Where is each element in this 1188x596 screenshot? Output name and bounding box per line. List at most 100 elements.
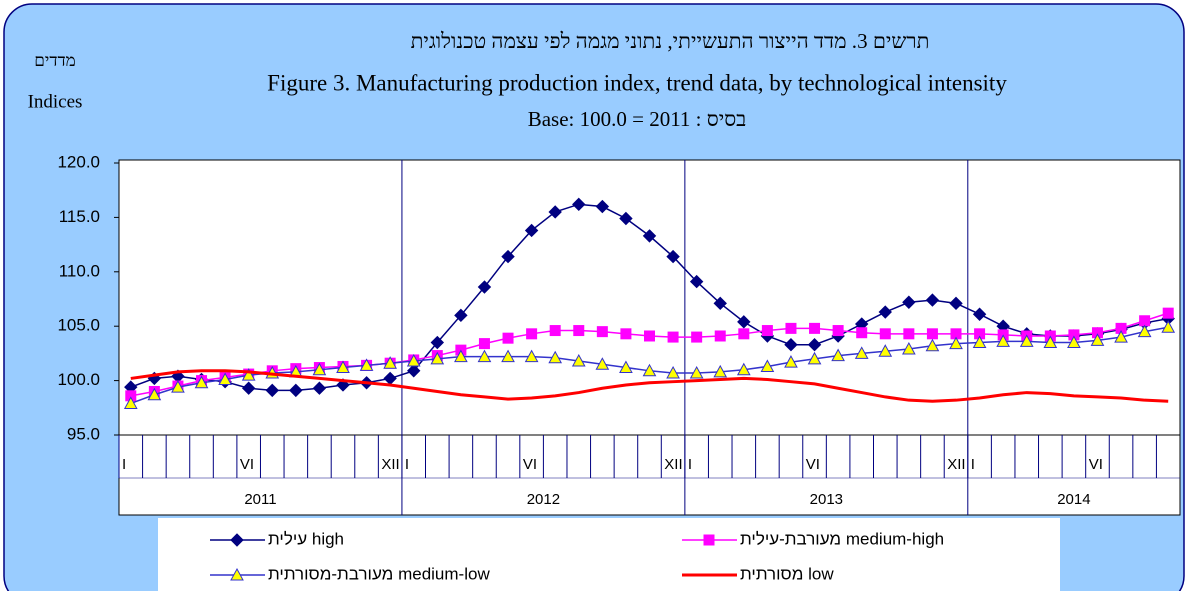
marker xyxy=(406,353,421,367)
y-axis-label-hebrew: מדדים xyxy=(34,51,76,70)
marker xyxy=(477,280,492,294)
marker xyxy=(1139,315,1151,327)
base-note: Base: 100.0 = 2011 : בסיס xyxy=(528,107,747,131)
x-tick-label: VI xyxy=(240,456,254,473)
marker xyxy=(524,349,539,363)
marker xyxy=(949,296,963,311)
legend-label: עילית high xyxy=(268,529,344,548)
marker xyxy=(666,249,680,264)
marker xyxy=(526,328,538,340)
marker xyxy=(549,325,561,337)
marker xyxy=(761,325,773,337)
marker xyxy=(925,338,940,352)
marker xyxy=(1161,320,1176,333)
marker xyxy=(123,396,138,409)
marker xyxy=(230,567,244,581)
marker xyxy=(572,197,586,212)
marker xyxy=(1043,335,1058,349)
y-tick-label: 110.0 xyxy=(59,261,100,280)
marker xyxy=(926,328,938,340)
marker xyxy=(1067,335,1081,349)
legend-label: מעורבת-עילית medium-high xyxy=(740,529,944,548)
marker xyxy=(241,381,256,395)
marker xyxy=(619,211,633,226)
marker xyxy=(241,368,256,381)
marker xyxy=(807,337,822,352)
marker xyxy=(738,328,750,340)
marker xyxy=(477,349,492,363)
marker xyxy=(1137,324,1152,338)
marker xyxy=(996,334,1011,347)
marker xyxy=(407,364,421,378)
marker xyxy=(878,344,893,357)
marker xyxy=(1090,333,1105,346)
x-tick-label: I xyxy=(122,456,126,473)
x-tick-label: I xyxy=(688,456,692,473)
marker xyxy=(147,387,162,401)
marker xyxy=(903,328,915,340)
x-tick-label: VI xyxy=(1089,456,1103,473)
marker xyxy=(312,381,327,395)
legend-entry: מסורתית low xyxy=(682,564,834,583)
marker xyxy=(807,351,822,365)
chart-subtitle: Figure 3. Manufacturing production index… xyxy=(267,70,1007,95)
x-tick-label: VI xyxy=(806,456,820,473)
x-tick-label: XII xyxy=(664,456,682,473)
marker xyxy=(713,364,728,378)
marker xyxy=(1162,307,1174,319)
legend-entry: מעורבת-עילית medium-high xyxy=(682,529,944,548)
marker xyxy=(689,365,704,379)
marker xyxy=(949,336,963,350)
marker xyxy=(689,274,704,289)
marker xyxy=(336,360,350,374)
legend-entry: מעורבת-מסורתית medium-low xyxy=(210,564,490,583)
y-tick-label: 95.0 xyxy=(67,424,100,443)
marker xyxy=(265,383,279,398)
marker xyxy=(595,357,610,370)
x-tick-label: I xyxy=(405,456,409,473)
marker xyxy=(289,383,303,398)
marker xyxy=(737,315,751,329)
marker xyxy=(359,358,374,371)
marker xyxy=(879,328,891,340)
year-label: 2014 xyxy=(1057,491,1090,508)
marker xyxy=(760,359,775,372)
marker xyxy=(548,205,562,219)
marker xyxy=(218,372,232,386)
marker xyxy=(502,332,514,344)
marker xyxy=(784,355,798,368)
y-tick-label: 100.0 xyxy=(57,370,100,389)
marker xyxy=(925,293,940,307)
marker xyxy=(667,331,679,343)
marker xyxy=(430,351,445,365)
marker xyxy=(524,223,539,238)
y-tick-label: 105.0 xyxy=(57,316,100,335)
marker xyxy=(902,295,916,309)
marker xyxy=(230,533,244,547)
legend-entry: עילית high xyxy=(210,529,344,548)
marker xyxy=(548,350,563,364)
marker xyxy=(620,328,632,340)
marker xyxy=(691,331,703,343)
legend-label: מעורבת-מסורתית medium-low xyxy=(268,564,490,583)
x-tick-label: I xyxy=(971,456,975,473)
year-label: 2012 xyxy=(527,491,560,508)
marker xyxy=(856,327,868,339)
x-tick-label: XII xyxy=(381,456,399,473)
y-tick-label: 115.0 xyxy=(59,207,100,226)
marker xyxy=(714,330,726,342)
marker xyxy=(454,349,468,363)
marker xyxy=(619,360,633,374)
marker xyxy=(1019,334,1034,347)
marker xyxy=(454,308,468,323)
x-tick-label: VI xyxy=(523,456,537,473)
y-tick-label: 120.0 xyxy=(57,152,100,171)
marker xyxy=(854,346,869,359)
marker xyxy=(642,229,657,243)
marker xyxy=(501,349,515,363)
marker xyxy=(478,338,490,350)
series-line xyxy=(130,369,1169,403)
x-tick-label: XII xyxy=(947,456,965,473)
